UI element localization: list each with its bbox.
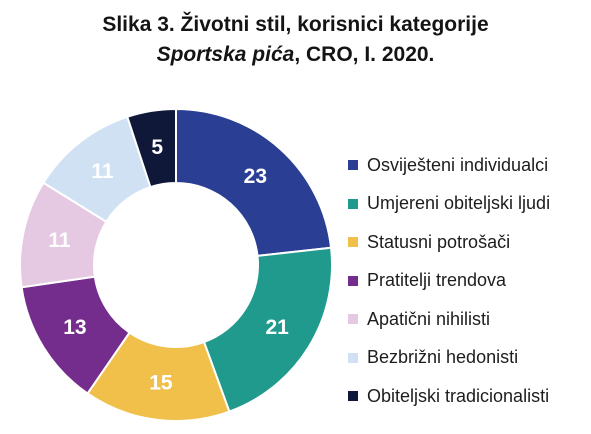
slice-value-apaticni-nihilisti: 11 bbox=[48, 229, 71, 252]
legend-label: Statusni potrošači bbox=[367, 231, 511, 252]
legend-item-umjereni-obiteljski-ljudi: Umjereni obiteljski ljudi bbox=[348, 185, 550, 224]
legend-label: Bezbrižni hedonisti bbox=[367, 347, 519, 368]
legend-item-pratitelji-trendova: Pratitelji trendova bbox=[348, 262, 550, 301]
slice-obiteljski-tradicionalisti bbox=[126, 107, 177, 189]
legend-swatch bbox=[348, 237, 358, 248]
legend-item-obiteljski-tradicionalisti: Obiteljski tradicionalisti bbox=[348, 377, 550, 416]
slice-value-osvijesteni-individualci: 23 bbox=[244, 165, 267, 188]
legend-item-statusni-potrosaci: Statusni potrošači bbox=[348, 223, 550, 262]
slice-value-obiteljski-tradicionalisti: 5 bbox=[151, 136, 163, 159]
legend-item-bezbrizni-hedonisti: Bezbrižni hedonisti bbox=[348, 339, 550, 378]
legend-swatch bbox=[348, 391, 358, 402]
legend-swatch bbox=[348, 275, 358, 286]
chart-title: Slika 3. Životni stil, korisnici kategor… bbox=[0, 10, 591, 70]
slice-umjereni-obiteljski-ljudi bbox=[202, 246, 333, 413]
slice-value-umjereni-obiteljski-ljudi: 21 bbox=[265, 316, 289, 339]
slice-osvijesteni-individualci bbox=[175, 107, 333, 258]
legend-swatch bbox=[348, 352, 358, 363]
legend-item-osvijesteni-individualci: Osviješteni individualci bbox=[348, 146, 550, 185]
legend-swatch bbox=[348, 198, 358, 209]
chart-title-line-2: Sportska pića, CRO, I. 2020. bbox=[0, 40, 591, 70]
legend-label: Umjereni obiteljski ljudi bbox=[367, 193, 551, 214]
chart-title-rest: , CRO, I. 2020. bbox=[294, 43, 435, 66]
legend-label: Pratitelji trendova bbox=[367, 270, 507, 291]
legend-item-apaticni-nihilisti: Apatični nihilisti bbox=[348, 300, 550, 339]
chart-title-line-1: Slika 3. Životni stil, korisnici kategor… bbox=[102, 13, 489, 36]
slice-value-pratitelji-trendova: 13 bbox=[63, 316, 86, 339]
legend-swatch bbox=[348, 314, 358, 325]
legend-label: Obiteljski tradicionalisti bbox=[367, 385, 550, 406]
legend-label: Apatični nihilisti bbox=[367, 308, 491, 329]
legend-swatch bbox=[348, 160, 358, 171]
legend-label: Osviješteni individualci bbox=[367, 154, 549, 175]
chart-legend: Osviješteni individualci Umjereni obitelj… bbox=[348, 146, 550, 416]
slice-value-statusni-potrosaci: 15 bbox=[149, 372, 173, 395]
chart-title-italic: Sportska pića bbox=[156, 43, 295, 66]
slice-value-bezbrizni-hedonisti: 11 bbox=[91, 160, 114, 183]
